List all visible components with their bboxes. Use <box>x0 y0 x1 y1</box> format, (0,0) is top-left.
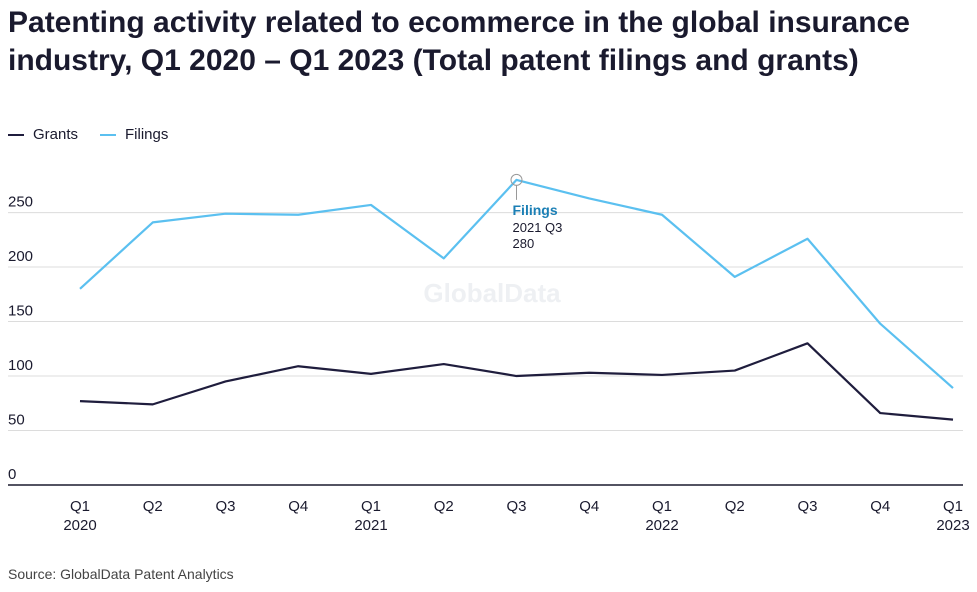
x-tick-label: Q1 <box>652 498 672 515</box>
x-tick-label: Q3 <box>215 498 235 515</box>
x-tick-label: Q3 <box>797 498 817 515</box>
data-point-filings[interactable] <box>441 255 447 261</box>
x-tick-label: Q4 <box>288 498 308 515</box>
data-point-grants[interactable] <box>77 398 83 404</box>
y-tick-label: 250 <box>8 194 33 211</box>
data-point-grants[interactable] <box>950 417 956 423</box>
x-tick-year-label: 2020 <box>63 517 96 534</box>
legend-item-grants[interactable]: Grants <box>8 126 78 143</box>
data-point-filings[interactable] <box>514 177 520 183</box>
tooltip-period: 2021 Q3 <box>513 220 563 235</box>
legend-label-grants: Grants <box>33 126 79 143</box>
data-point-filings[interactable] <box>950 385 956 391</box>
legend-swatch-grants <box>8 133 24 136</box>
data-point-filings[interactable] <box>77 286 83 292</box>
series-lines <box>77 177 956 423</box>
y-tick-label: 50 <box>8 412 25 429</box>
x-tick-label: Q4 <box>579 498 599 515</box>
data-point-grants[interactable] <box>150 401 156 407</box>
x-tick-label: Q3 <box>506 498 526 515</box>
y-tick-label: 200 <box>8 248 33 265</box>
x-tick-year-label: 2021 <box>354 517 387 534</box>
x-tick-label: Q1 <box>361 498 381 515</box>
x-tick-label: Q2 <box>725 498 745 515</box>
data-point-grants[interactable] <box>441 361 447 367</box>
y-tick-label: 150 <box>8 303 33 320</box>
x-tick-label: Q1 <box>943 498 963 515</box>
data-point-filings[interactable] <box>659 212 665 218</box>
x-tick-label: Q4 <box>870 498 890 515</box>
y-tick-label: 0 <box>8 466 16 483</box>
x-tick-year-label: 2022 <box>645 517 678 534</box>
data-point-filings[interactable] <box>586 195 592 201</box>
data-point-grants[interactable] <box>223 378 229 384</box>
source-note: Source: GlobalData Patent Analytics <box>8 566 234 582</box>
data-point-filings[interactable] <box>732 274 738 280</box>
x-tick-label: Q1 <box>70 498 90 515</box>
data-point-grants[interactable] <box>877 410 883 416</box>
data-point-grants[interactable] <box>732 368 738 374</box>
x-tick-label: Q2 <box>143 498 163 515</box>
legend-item-filings[interactable]: Filings <box>100 126 168 143</box>
data-point-grants[interactable] <box>805 340 811 346</box>
y-axis-tick-labels: 0 50 100 150 200 250 <box>8 194 33 483</box>
legend-label-filings: Filings <box>125 126 169 143</box>
data-point-grants[interactable] <box>514 373 520 379</box>
data-point-filings[interactable] <box>368 202 374 208</box>
watermark: GlobalData <box>423 278 561 308</box>
data-point-grants[interactable] <box>659 372 665 378</box>
y-tick-label: 100 <box>8 357 33 374</box>
series-line-grants[interactable] <box>79 342 954 421</box>
data-point-filings[interactable] <box>223 211 229 217</box>
data-point-grants[interactable] <box>368 371 374 377</box>
x-tick-label: Q2 <box>434 498 454 515</box>
data-point-filings[interactable] <box>150 219 156 225</box>
data-point-filings[interactable] <box>877 321 883 327</box>
data-point-grants[interactable] <box>295 363 301 369</box>
series-line-filings[interactable] <box>79 178 954 389</box>
x-axis-tick-labels: Q1 2020 Q2 Q3 Q4 Q1 2021 Q2 Q3 Q4 Q1 2022 Q2 Q3 Q4 Q1 20… <box>63 498 969 534</box>
legend-swatch-filings <box>100 133 117 136</box>
chart-title: Patenting activity related to ecommerce … <box>8 6 910 77</box>
tooltip-value: 280 <box>513 236 535 251</box>
tooltip: Filings 2021 Q3 280 <box>510 173 563 251</box>
data-point-filings[interactable] <box>295 212 301 218</box>
x-tick-year-label: 2023 <box>936 517 969 534</box>
data-point-grants[interactable] <box>586 370 592 376</box>
data-point-filings[interactable] <box>805 236 811 242</box>
tooltip-series: Filings <box>513 202 558 218</box>
chart-legend: Grants Filings <box>8 126 190 143</box>
